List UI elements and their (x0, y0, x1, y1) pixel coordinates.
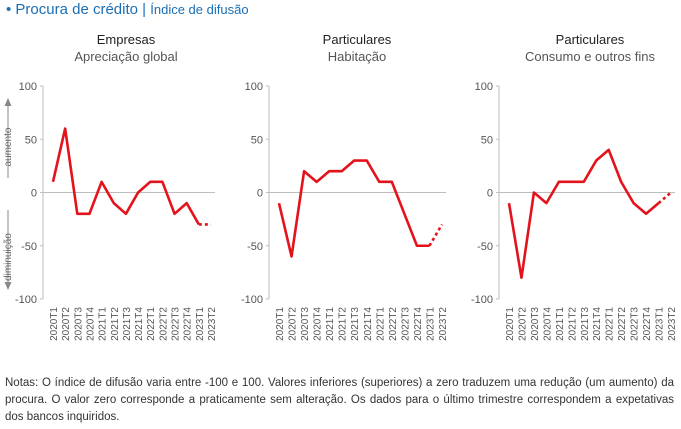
x-tick-label: 2022T2 (388, 307, 399, 341)
y-tick-label: 50 (481, 134, 493, 146)
x-tick-label: 2022T1 (146, 307, 157, 341)
y-tick-label: 50 (25, 134, 37, 146)
x-tick-label: 2020T4 (542, 307, 553, 341)
series-line-expected (657, 191, 672, 205)
y-tick-label: -100 (15, 294, 37, 306)
x-tick-label: 2021T1 (98, 307, 109, 341)
y-tick-label: 0 (257, 188, 263, 200)
chart-title: Particulares (323, 32, 392, 47)
y-tick-label: 100 (245, 81, 263, 93)
x-tick-label: 2022T4 (642, 307, 653, 341)
y-tick-label: 0 (487, 188, 493, 200)
x-tick-label: 2020T3 (300, 307, 311, 341)
x-tick-label: 2022T4 (183, 307, 194, 341)
x-tick-label: 2020T2 (517, 307, 528, 341)
notes-text: Notas: O índice de difusão varia entre -… (5, 377, 674, 423)
x-tick-label: 2021T2 (338, 307, 349, 341)
x-tick-label: 2023T1 (655, 307, 666, 341)
x-tick-label: 2023T2 (207, 307, 218, 341)
y-tick-label: -100 (471, 294, 493, 306)
y-tick-label: -50 (477, 241, 493, 253)
x-tick-label: 2020T1 (49, 307, 60, 341)
x-tick-label: 2021T3 (122, 307, 133, 341)
chart-subtitle: Apreciação global (74, 49, 177, 64)
series-line (507, 148, 660, 280)
x-tick-label: 2020T1 (505, 307, 516, 341)
x-tick-label: 2023T2 (667, 307, 678, 341)
x-tick-label: 2022T3 (630, 307, 641, 341)
chart-title: Empresas (97, 32, 156, 47)
page-header: • Procura de crédito | Índice de difusão (6, 1, 249, 18)
increase-label: aumento (3, 127, 14, 166)
decrease-arrow-head (4, 282, 12, 290)
y-tick-label: -50 (21, 241, 37, 253)
x-tick-label: 2021T4 (592, 307, 603, 341)
x-tick-label: 2020T4 (313, 307, 324, 341)
x-tick-label: 2021T3 (580, 307, 591, 341)
x-tick-label: 2022T3 (400, 307, 411, 341)
y-tick-label: 100 (19, 81, 37, 93)
x-tick-label: 2021T4 (134, 307, 145, 341)
y-tick-label: 0 (31, 188, 37, 200)
y-tick-label: 100 (475, 81, 493, 93)
x-tick-label: 2022T2 (158, 307, 169, 341)
x-tick-label: 2020T3 (530, 307, 541, 341)
x-tick-label: 2021T3 (350, 307, 361, 341)
series-line-expected (428, 223, 444, 247)
x-tick-label: 2022T3 (171, 307, 182, 341)
x-tick-label: 2020T2 (288, 307, 299, 341)
x-tick-label: 2020T1 (275, 307, 286, 341)
chart-subtitle: Habitação (328, 49, 387, 64)
x-tick-label: 2023T1 (425, 307, 436, 341)
x-tick-label: 2022T2 (617, 307, 628, 341)
x-tick-label: 2020T2 (61, 307, 72, 341)
x-tick-label: 2023T1 (195, 307, 206, 341)
y-tick-label: 50 (251, 134, 263, 146)
x-tick-label: 2022T1 (605, 307, 616, 341)
decrease-label: diminuição (3, 233, 14, 281)
page-title: Procura de crédito (15, 1, 138, 18)
header-bullet: • (6, 1, 16, 18)
x-tick-label: 2021T4 (363, 307, 374, 341)
x-tick-label: 2023T2 (438, 307, 449, 341)
x-tick-label: 2020T3 (73, 307, 84, 341)
chart-title: Particulares (556, 32, 625, 47)
x-tick-label: 2021T2 (567, 307, 578, 341)
chart-subtitle: Consumo e outros fins (525, 49, 656, 64)
x-tick-label: 2021T2 (110, 307, 121, 341)
page-subtitle: Índice de difusão (150, 2, 249, 17)
y-tick-label: -50 (247, 241, 263, 253)
x-tick-label: 2020T4 (85, 307, 96, 341)
x-tick-label: 2022T1 (375, 307, 386, 341)
x-tick-label: 2022T4 (413, 307, 424, 341)
series-line (277, 159, 430, 258)
x-tick-label: 2021T1 (555, 307, 566, 341)
y-tick-label: -100 (241, 294, 263, 306)
x-tick-label: 2021T1 (325, 307, 336, 341)
header-separator: | (142, 1, 147, 18)
increase-arrow-head (4, 98, 12, 106)
series-line (51, 127, 200, 226)
